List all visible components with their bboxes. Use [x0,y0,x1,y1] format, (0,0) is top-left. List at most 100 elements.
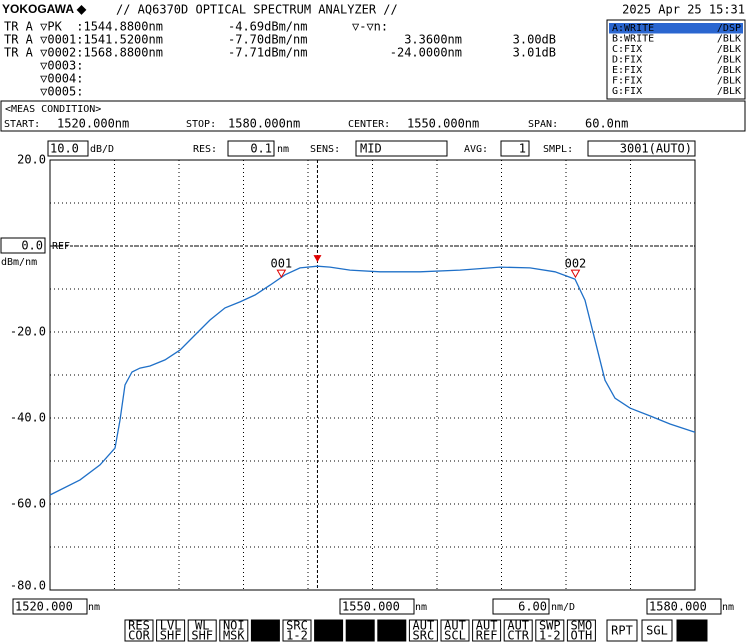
softkey-label: SMO [571,619,593,633]
x-tick-box [12,598,88,615]
y-tick-label: -40.0 [10,411,46,425]
x-tick-label: 1580.000 [649,600,707,614]
softkey-label: COR [128,629,150,643]
softkey-label: MSK [223,629,245,643]
marker-cell: 3.3600nm [404,33,462,47]
meas-label: STOP: [186,119,216,130]
meas-value: 1520.000nm [57,117,129,131]
x-tick-box [646,598,722,615]
softkey[interactable] [676,619,708,642]
avg-box [500,140,530,157]
meas-value: 60.0nm [585,117,628,131]
softkey-label: AUT [381,619,403,633]
softkey[interactable] [156,619,186,642]
x-unit: nm [722,602,734,613]
softkey-label: AUT [349,619,371,633]
x-tick-box [339,598,415,615]
res-unit: nm [277,144,289,155]
trace-name: C:FIX [612,44,642,55]
marker-cell: ▽0004: [4,72,83,86]
marker-cell: -24.0000nm [390,46,462,60]
smpl-label: SMPL: [543,144,573,155]
softkey[interactable] [314,619,344,642]
scale-box [47,140,89,157]
softkey-label: SRC [255,619,277,633]
marker-cell: -7.71dBm/nm [228,46,307,60]
sens-value: MID [360,142,382,156]
marker-cell: ▽-▽n: [352,20,388,34]
softkey[interactable] [282,619,312,642]
softkey[interactable] [250,619,280,642]
meas-value: 1550.000nm [407,117,479,131]
trace-name: B:WRITE [612,34,654,45]
y-scale: 10.0 [50,142,79,156]
marker [570,269,581,279]
softkey[interactable] [535,619,565,642]
meas-value: 1580.000nm [228,117,300,131]
y-unit: dBm/nm [1,257,37,268]
trace-name: G:FIX [612,86,642,97]
sens-box [355,140,448,157]
x-unit: nm [88,602,100,613]
meas-label: CENTER: [348,119,390,130]
softkey[interactable] [124,619,154,642]
softkey[interactable] [472,619,502,642]
avg-value: 1 [519,142,526,156]
x-scale: 6.00 [518,600,547,614]
x-tick-label: 1520.000 [15,600,73,614]
softkey-label: 1-2 [539,629,561,643]
marker-cell: 3.01dB [513,46,556,60]
marker-cell: TR A ▽PK :1544.8800nm [4,20,163,34]
softkey[interactable] [377,619,407,642]
softkey-label: CTR [507,629,529,643]
x-unit: nm [415,602,427,613]
softkey-label: REF [476,629,498,643]
trace-mode: /DSP [717,23,741,34]
softkey-label: AUT [507,619,529,633]
softkey-label: SRC [286,619,308,633]
trace-mode: /BLK [717,65,741,76]
softkey-label: ZOM [255,629,277,643]
softkey[interactable] [503,619,533,642]
softkey[interactable] [566,619,596,642]
marker-cell: ▽0003: [4,59,83,73]
y-tick-label: -80.0 [10,579,46,593]
softkey[interactable] [345,619,375,642]
y-scale-unit: dB/D [90,144,114,155]
trace-mode: /BLK [717,86,741,97]
softkey-label: VAC [318,619,340,633]
x-scale-unit: nm/D [551,602,575,613]
marker [276,269,287,279]
softkey-label: RPT [611,624,633,638]
softkey-label: OTH [571,629,593,643]
softkey[interactable] [606,619,638,642]
softkey-label: WL [321,629,335,643]
avg-label: AVG: [464,144,488,155]
marker-label: 002 [565,257,587,271]
softkey-label: WL [195,619,209,633]
trace-name: A:WRITE [612,23,654,34]
trace-name: F:FIX [612,76,642,87]
softkey[interactable] [641,619,673,642]
marker-cell: -7.70dBm/nm [228,33,307,47]
softkey[interactable] [408,619,438,642]
res-box [227,140,275,157]
meas-label: START: [4,119,40,130]
softkey[interactable] [187,619,217,642]
softkey-label: STP [681,624,703,638]
smpl-box [587,140,696,157]
softkey-label: AUT [444,619,466,633]
trace-mode: /BLK [717,76,741,87]
softkey-label: ANA [381,629,403,643]
softkey-label: SWP [539,619,561,633]
ref-text: REF [52,241,70,252]
trace-name: E:FIX [612,65,642,76]
softkey-label: OFS [349,629,371,643]
trace-mode: /BLK [717,55,741,66]
peak-marker [313,255,322,263]
softkey[interactable] [219,619,249,642]
marker-label: 001 [270,257,292,271]
softkey[interactable] [440,619,470,642]
